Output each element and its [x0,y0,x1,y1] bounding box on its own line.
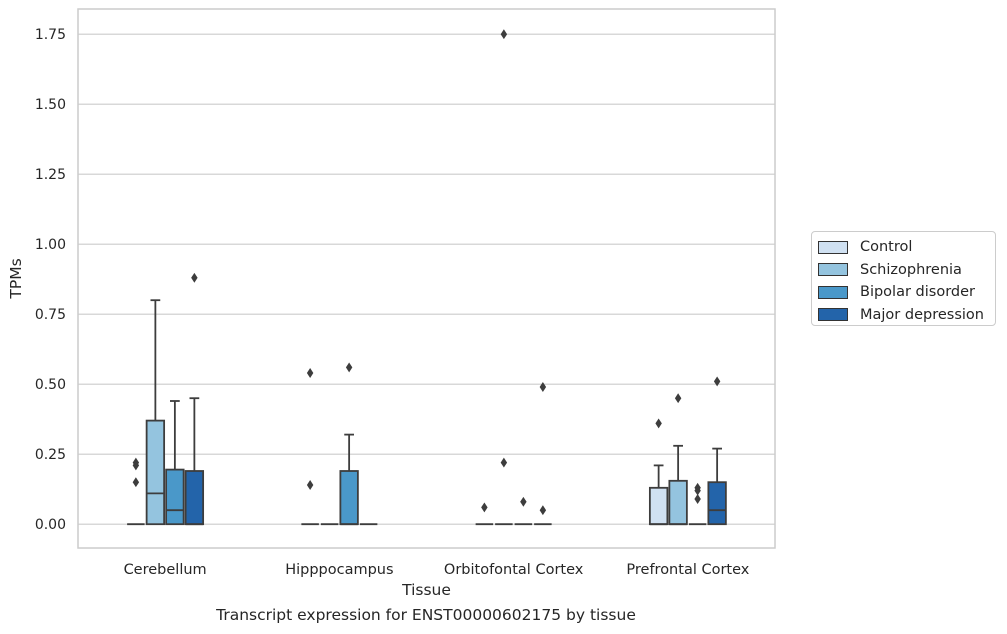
y-tick-labels: 0.00 0.25 0.50 0.75 1.00 1.25 1.50 1.75 [35,27,66,533]
x-tick-label: Prefrontal Cortex [626,562,749,578]
x-axis-label: Tissue [401,581,451,599]
outlier-point [694,485,701,496]
outlier-point [520,496,527,507]
outlier-point [713,376,721,387]
legend-label: Schizophrenia [860,261,962,278]
outlier-point [500,457,508,468]
series-bipolar-disorder [165,362,707,526]
outlier-point [481,502,488,513]
box [648,486,669,526]
legend-swatch [818,308,848,322]
legend-item: Bipolar disorder [818,281,995,304]
outlier-point [655,418,662,429]
outlier-point [539,505,547,516]
series-major-depression [184,272,727,526]
legend-swatch [818,263,848,277]
legend-item: Major depression [818,304,995,327]
y-tick-label: 1.00 [35,237,66,253]
legend-swatch [818,285,848,299]
x-tick-label: Hipppocampus [285,562,393,578]
y-axis-label: TPMs [7,258,25,299]
box [165,468,185,526]
y-tick-label: 1.25 [35,167,66,183]
outlier-point [674,393,682,404]
series-control [127,368,669,526]
x-tick-label: Orbitofontal Cortex [444,562,584,578]
x-tick-label: Cerebellum [124,562,207,578]
outlier-point [306,368,314,378]
outlier-point [132,460,140,471]
box [668,479,688,526]
box [707,481,727,526]
series-schizophrenia [145,29,688,526]
outlier-point [500,29,508,40]
box [184,470,205,526]
y-tick-label: 1.50 [35,97,66,113]
outlier-point [694,494,701,504]
legend-item: Schizophrenia [818,259,995,282]
box [145,419,166,526]
legend-label: Control [860,239,913,256]
outlier-point [539,382,547,392]
chart-caption: Transcript expression for ENST0000060217… [216,606,636,624]
outlier-point [306,480,314,490]
box [339,470,359,526]
y-tick-label: 0.00 [35,517,66,533]
plot-frame [77,8,776,549]
legend-swatch [818,240,848,254]
legend-label: Bipolar disorder [860,284,975,301]
grid-lines [78,33,775,525]
y-tick-label: 0.25 [35,447,66,463]
legend-item: Control [818,236,995,259]
legend: Control Schizophrenia Bipolar disorder Majo… [811,231,996,326]
legend-label: Major depression [860,306,984,323]
outlier-point [132,477,140,488]
y-tick-label: 1.75 [35,27,66,43]
box-series [127,29,727,526]
y-tick-label: 0.50 [35,377,66,393]
outlier-point [191,272,198,283]
outlier-point [345,362,353,373]
x-tick-labels: Cerebellum Hipppocampus Orbitofontal Corte… [124,562,750,578]
y-tick-label: 0.75 [35,307,66,323]
